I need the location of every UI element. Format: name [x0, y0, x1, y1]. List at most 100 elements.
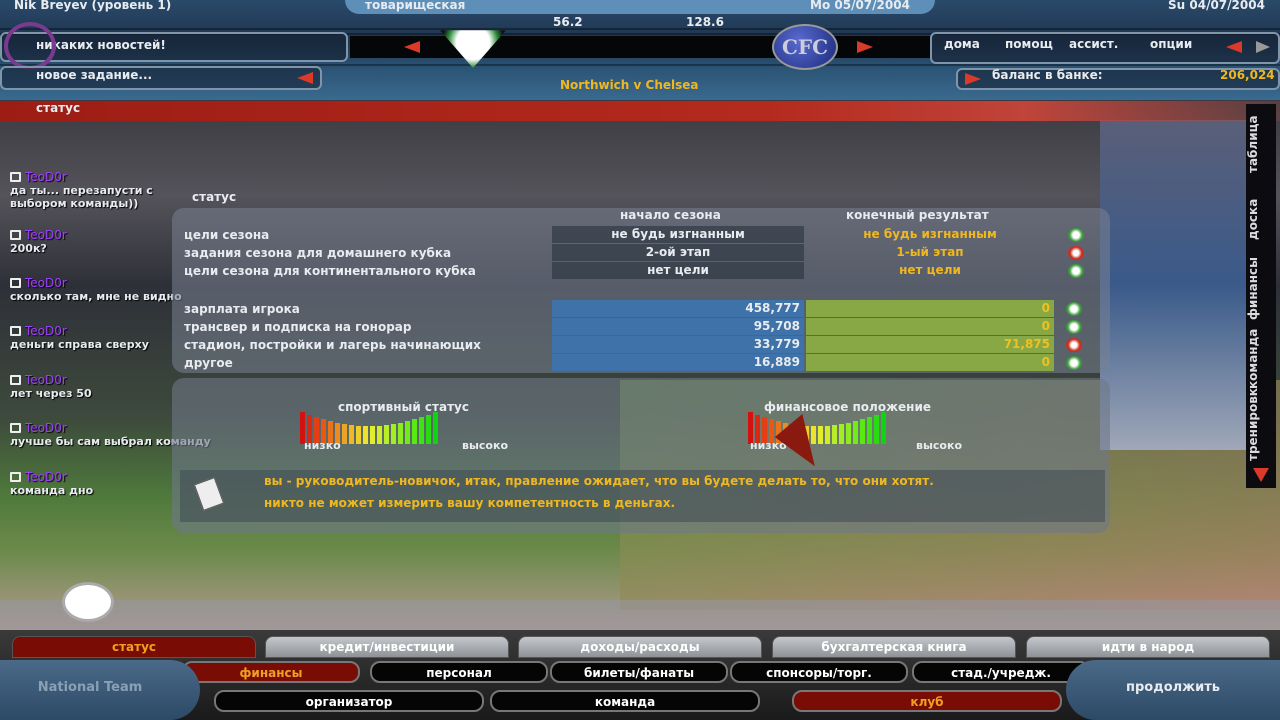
side-tabs-down-arrow-icon[interactable]	[1253, 468, 1269, 482]
gauge-segment	[307, 414, 312, 444]
sport-status-gauge	[300, 410, 438, 444]
nav-prev-arrow-icon[interactable]	[1226, 41, 1242, 53]
subtab-4[interactable]: стад./учредж.	[912, 661, 1090, 683]
gauge-segment	[342, 424, 347, 444]
gauge-segment	[853, 421, 858, 444]
news-box[interactable]	[0, 32, 348, 62]
gauge-segment	[748, 412, 753, 444]
gauge-segment	[881, 412, 886, 444]
fixture-next-arrow-icon[interactable]	[857, 41, 873, 53]
task-box[interactable]	[0, 66, 322, 90]
finance-low-label: низко	[750, 439, 787, 452]
balance-label: баланс в банке:	[992, 68, 1103, 82]
finance-high-label: высоко	[916, 439, 963, 452]
chat-bubble-icon	[10, 423, 21, 433]
chat-text: 200к?	[10, 242, 47, 255]
goal-result: не будь изгнанным	[863, 227, 997, 241]
ea-sports-logo	[62, 582, 114, 622]
match-type: товарищеская	[365, 0, 466, 12]
main-nav	[930, 32, 1280, 64]
gauge-segment	[769, 419, 774, 444]
subtab2-0[interactable]: организатор	[214, 690, 484, 712]
goal-start: не будь изгнанным	[552, 226, 804, 243]
tab-1[interactable]: кредит/инвестиции	[265, 636, 509, 658]
subtab-3[interactable]: спонсоры/торг.	[730, 661, 908, 683]
finance-result: 71,875	[806, 336, 1054, 353]
gauge-segment	[433, 412, 438, 444]
chat-user: TeoD0r	[25, 421, 67, 435]
gauge-segment	[314, 417, 319, 444]
date-strip	[345, 0, 935, 14]
tab-0[interactable]: статус	[12, 636, 256, 658]
chat-text: лучше бы сам выбрал команду	[10, 435, 211, 448]
finance-result: 0	[806, 300, 1054, 317]
chat-user: TeoD0r	[25, 324, 67, 338]
balance-arrow-icon[interactable]	[965, 73, 981, 85]
status-panel: начало сезона конечный результат цели се…	[172, 208, 1110, 373]
finance-start: 33,779	[552, 336, 804, 353]
finance-start: 16,889	[552, 354, 804, 371]
nav-home[interactable]: дома	[944, 37, 980, 51]
document-pen-icon	[193, 477, 225, 511]
news-prev-arrow-icon[interactable]	[404, 41, 420, 53]
gauge-segment	[797, 425, 802, 444]
gauge-segment	[762, 417, 767, 444]
chat-bubble-icon	[10, 278, 21, 288]
subtab-2[interactable]: билеты/фанаты	[550, 661, 728, 683]
side-tab-team[interactable]: команда	[1246, 328, 1260, 389]
gauge-segment	[776, 421, 781, 444]
panel-title: статус	[192, 190, 237, 204]
subtab-0[interactable]: финансы	[182, 661, 360, 683]
check-icon	[1068, 227, 1084, 242]
chat-text: да ты... перезапусти с выбором команды))	[10, 184, 153, 210]
finance-label: зарплата игрока	[184, 301, 300, 316]
fail-icon	[1066, 337, 1082, 352]
message-line-2: никто не может измерить вашу компетентно…	[264, 496, 676, 510]
chat-text: деньги справа сверху	[10, 338, 149, 351]
chat-text: команда дно	[10, 484, 94, 497]
gauge-segment	[398, 422, 403, 444]
goal-start: 2-ой этап	[552, 244, 804, 261]
sport-status-title: спортивный статус	[338, 400, 469, 414]
nav-options[interactable]: опции	[1150, 37, 1193, 51]
gauge-segment	[419, 417, 424, 444]
gauge-segment	[356, 425, 361, 444]
game-logo-icon	[4, 22, 56, 70]
col-header-start: начало сезона	[620, 208, 721, 222]
subtab-1[interactable]: персонал	[370, 661, 548, 683]
fixture-strip	[350, 36, 930, 58]
chat-bubble-icon	[10, 230, 21, 240]
balance-value: 206,024	[1220, 68, 1275, 82]
subtab2-1[interactable]: команда	[490, 690, 760, 712]
nav-next-arrow-icon[interactable]	[1256, 41, 1270, 53]
finance-row: трансвер и подписка на гонорар 95,708 0	[180, 318, 1102, 335]
chat-message: TeoD0r 200к?	[10, 228, 240, 255]
gauge-segment	[377, 425, 382, 444]
check-icon	[1066, 301, 1082, 316]
nav-assistant[interactable]: ассист.	[1069, 37, 1119, 51]
away-rating: 128.6	[686, 15, 724, 29]
check-icon	[1068, 263, 1084, 278]
goal-label: цели сезона для континентального кубка	[184, 263, 476, 278]
side-tab-table[interactable]: таблица	[1246, 115, 1260, 173]
nav-help[interactable]: помощ	[1005, 37, 1053, 51]
section-title: статус	[36, 101, 81, 115]
gauge-segment	[839, 424, 844, 444]
continue-button[interactable]: продолжить	[1066, 660, 1280, 720]
tab-3[interactable]: бухгалтерская книга	[772, 636, 1016, 658]
tab-4[interactable]: идти в народ	[1026, 636, 1270, 658]
subtab2-2[interactable]: клуб	[792, 690, 1062, 712]
national-team-button[interactable]: National Team	[0, 660, 200, 720]
side-tab-finances[interactable]: финансы	[1246, 257, 1260, 321]
side-tab-training[interactable]: тренировк	[1246, 388, 1260, 461]
tab-2[interactable]: доходы/расходы	[518, 636, 762, 658]
gauge-segment	[783, 422, 788, 444]
gauge-segment	[818, 425, 823, 444]
task-arrow-icon[interactable]	[297, 72, 313, 84]
side-tabs: таблица доска финансы команда тренировк	[1246, 104, 1276, 488]
finance-row: стадион, постройки и лагерь начинающих 33…	[180, 336, 1102, 353]
chat-text: сколько там, мне не видно	[10, 290, 182, 303]
chat-message: TeoD0r сколько там, мне не видно	[10, 276, 240, 303]
chat-user: TeoD0r	[25, 373, 67, 387]
side-tab-board[interactable]: доска	[1246, 198, 1260, 240]
